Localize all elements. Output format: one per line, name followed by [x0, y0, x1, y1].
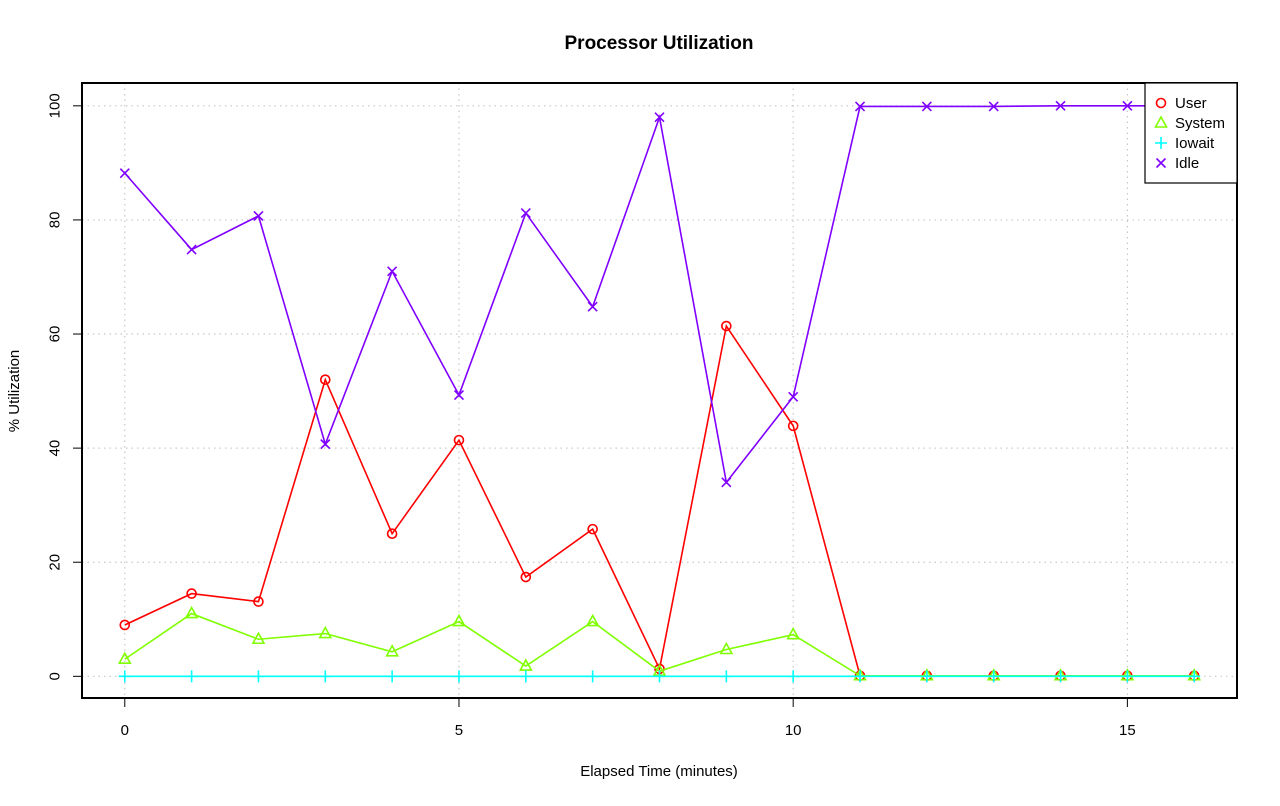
data-point-idle: [453, 389, 465, 401]
series-iowait: [118, 670, 1201, 683]
legend-label: Idle: [1175, 155, 1199, 172]
data-point-user: [721, 320, 732, 332]
data-point-user: [787, 420, 799, 432]
data-point-system: [786, 627, 801, 640]
x-tick-label: 5: [455, 722, 463, 739]
series-user: [119, 320, 1200, 682]
axes: 0 5 10 15 0 20 40 60 80 100: [47, 93, 1136, 739]
data-point-iowait: [720, 670, 733, 683]
data-point-system: [184, 605, 199, 619]
data-point-iowait: [452, 670, 465, 683]
plot-frame: [81, 82, 1238, 699]
x-tick-label: 10: [785, 722, 802, 739]
data-point-user: [186, 588, 197, 599]
data-point-iowait: [653, 670, 666, 683]
y-tick-label: 40: [47, 440, 64, 457]
y-tick-label: 100: [47, 93, 64, 118]
data-point-idle: [788, 391, 799, 402]
data-point-user: [119, 619, 131, 631]
legend: User System Iowait Idle: [1144, 82, 1238, 184]
data-point-iowait: [319, 670, 332, 683]
data-point-iowait: [1054, 670, 1067, 683]
series-line-user: [124, 323, 1195, 677]
data-point-user: [386, 528, 398, 539]
data-point-idle: [654, 112, 665, 123]
y-tick-label: 80: [47, 212, 64, 229]
legend-item-system: System: [1154, 115, 1225, 132]
y-axis-label: % Utilization: [6, 350, 23, 433]
data-point-iowait: [519, 670, 532, 683]
legend-label: Iowait: [1175, 135, 1215, 152]
data-point-idle: [186, 244, 197, 255]
y-tick-label: 0: [47, 672, 64, 680]
data-point-idle: [921, 101, 932, 112]
data-point-idle: [320, 439, 331, 450]
data-point-iowait: [987, 670, 1000, 683]
y-tick-label: 20: [47, 554, 64, 571]
data-point-system: [452, 613, 466, 627]
legend-symbol: [1154, 115, 1168, 128]
series-line-idle: [124, 105, 1195, 485]
data-point-iowait: [586, 670, 599, 683]
x-tick-label: 15: [1119, 722, 1136, 739]
legend-symbol: [1155, 97, 1167, 109]
data-point-idle: [1122, 100, 1133, 111]
y-tick-label: 60: [47, 326, 64, 343]
data-point-iowait: [787, 670, 800, 683]
data-point-idle: [253, 210, 264, 221]
data-point-system: [117, 651, 132, 665]
data-point-iowait: [118, 670, 131, 683]
data-point-iowait: [854, 670, 867, 683]
data-point-system: [585, 613, 600, 627]
legend-label: System: [1175, 115, 1225, 132]
data-point-iowait: [386, 670, 399, 683]
data-point-user: [453, 434, 465, 446]
x-axis-label: Elapsed Time (minutes): [580, 763, 738, 780]
legend-symbol: [1155, 157, 1167, 169]
data-point-iowait: [920, 670, 933, 683]
data-point-user: [253, 596, 264, 607]
data-point-iowait: [1121, 670, 1134, 683]
data-point-system: [518, 658, 533, 671]
data-point-idle: [387, 266, 398, 277]
data-point-idle: [587, 301, 598, 312]
data-point-idle: [119, 168, 130, 179]
x-tick-label: 0: [121, 722, 129, 739]
data-point-system: [385, 644, 399, 657]
data-point-idle: [721, 477, 732, 488]
data-point-idle: [988, 101, 999, 112]
data-point-user: [520, 571, 532, 583]
legend-box: [1144, 82, 1238, 184]
data-point-idle: [520, 208, 531, 219]
data-point-user: [319, 374, 331, 385]
legend-symbol: [1155, 137, 1167, 149]
data-point-idle: [1055, 100, 1066, 111]
legend-item-idle: Idle: [1155, 155, 1199, 172]
data-point-user: [587, 523, 598, 535]
data-point-system: [719, 641, 734, 655]
data-point-iowait: [1188, 670, 1201, 683]
data-point-system: [318, 625, 333, 639]
legend-item-iowait: Iowait: [1155, 135, 1215, 152]
series-idle: [119, 100, 1200, 488]
data-point-iowait: [185, 670, 198, 683]
data-point-system: [251, 631, 266, 645]
data-point-idle: [854, 101, 866, 112]
data-point-iowait: [252, 670, 265, 683]
legend-item-user: User: [1155, 95, 1207, 112]
chart-title: Processor Utilization: [565, 33, 754, 54]
legend-label: User: [1175, 95, 1207, 112]
series-layer: [117, 100, 1202, 683]
